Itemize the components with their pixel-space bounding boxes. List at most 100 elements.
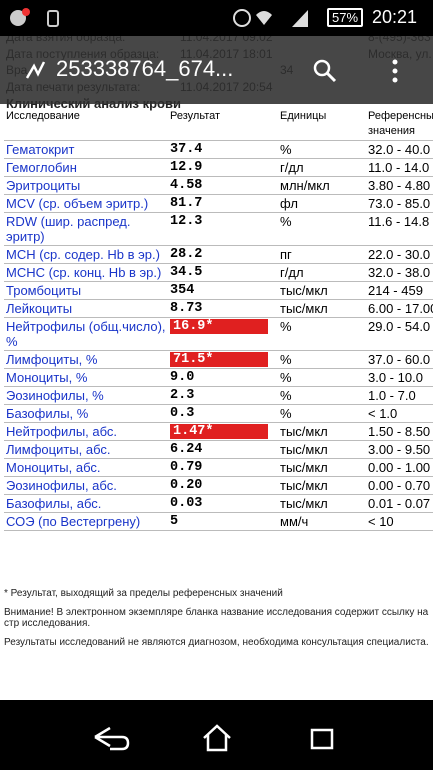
result-row: Моноциты, абс. 0.79 тыс/мкл 0.00 - 1.00 <box>4 458 433 477</box>
result: 0.03 <box>170 496 203 511</box>
test-name-link[interactable]: Эритроциты <box>4 176 168 195</box>
pdf-page: Дата взятия образца:11.04.2017 09:028-(4… <box>0 36 433 700</box>
test-name-link[interactable]: Моноциты, % <box>4 368 168 387</box>
result: 0.3 <box>170 406 195 421</box>
result-cell: 0.03 <box>168 494 278 513</box>
result-cell: 1.47* <box>168 422 278 441</box>
reference: 37.0 - 60.0 <box>366 350 433 369</box>
result-cell: 12.3 <box>168 212 278 246</box>
units: тыс/мкл <box>278 281 366 300</box>
reference: 11.6 - 14.8 <box>366 212 433 246</box>
test-name-link[interactable]: Тромбоциты <box>4 281 168 300</box>
result-row: MCHC (ср. конц. Hb в эр.) 34.5 г/дл 32.0 - … <box>4 263 433 282</box>
result-cell: 34.5 <box>168 263 278 282</box>
units: млн/мкл <box>278 176 366 195</box>
result-cell: 4.58 <box>168 176 278 195</box>
reference: 1.50 - 8.50 <box>366 422 433 441</box>
recents-button[interactable] <box>310 728 334 750</box>
units: г/дл <box>278 158 366 177</box>
units: тыс/мкл <box>278 476 366 495</box>
result: 8.73 <box>170 301 203 316</box>
menu-button[interactable] <box>390 58 400 84</box>
result-cell: 2.3 <box>168 386 278 405</box>
result: 12.3 <box>170 214 203 229</box>
reference: 6.00 - 17.00 <box>366 299 433 318</box>
units: % <box>278 404 366 423</box>
reference: 29.0 - 54.0 <box>366 317 433 351</box>
result-row: RDW (шир. распред. эритр) 12.3% 11.6 - 14.… <box>4 212 433 246</box>
result-cell: 9.0 <box>168 368 278 387</box>
column-header: Референсные значения <box>366 108 433 141</box>
column-header: Результат <box>168 108 278 141</box>
result-row: СОЭ (по Вестергрену) 5 мм/ч < 10 <box>4 512 433 531</box>
result-row: Эозинофилы, абс. 0.20 тыс/мкл 0.00 - 0.70 <box>4 476 433 495</box>
units: тыс/мкл <box>278 494 366 513</box>
units: % <box>278 368 366 387</box>
result-cell: 12.9 <box>168 158 278 177</box>
test-name-link[interactable]: Лимфоциты, абс. <box>4 440 168 459</box>
result-row: Гематокрит 37.4% 32.0 - 40.0 <box>4 140 433 159</box>
app-bar: 253338764_674... <box>0 36 433 104</box>
test-name-link[interactable]: Лимфоциты, % <box>4 350 168 369</box>
flagged-result: 1.47* <box>170 424 268 439</box>
reference: 32.0 - 38.0 <box>366 263 433 282</box>
result-row: Нейтрофилы (общ.число), % 16.9*% 29.0 - 54… <box>4 317 433 351</box>
result-cell: 0.3 <box>168 404 278 423</box>
result-row: Тромбоциты 354 тыс/мкл 214 - 459 <box>4 281 433 300</box>
reference: 3.0 - 10.0 <box>366 368 433 387</box>
result-row: Эозинофилы, % 2.3% 1.0 - 7.0 <box>4 386 433 405</box>
notification-icons <box>10 8 59 27</box>
result-row: Моноциты, % 9.0% 3.0 - 10.0 <box>4 368 433 387</box>
file-title: 253338764_674... <box>56 56 234 81</box>
result: 28.2 <box>170 247 203 262</box>
back-button[interactable] <box>94 726 130 751</box>
result: 9.0 <box>170 370 195 385</box>
test-name-link[interactable]: MCHC (ср. конц. Hb в эр.) <box>4 263 168 282</box>
reference: 22.0 - 30.0 <box>366 245 433 264</box>
test-name-link[interactable]: СОЭ (по Вестергрену) <box>4 512 168 531</box>
nav-bar <box>0 700 433 770</box>
pdf-icon <box>25 61 46 79</box>
reference: 11.0 - 14.0 <box>366 158 433 177</box>
units: % <box>278 212 366 246</box>
reference: 0.00 - 0.70 <box>366 476 433 495</box>
test-name-link[interactable]: Базофилы, абс. <box>4 494 168 513</box>
test-name-link[interactable]: Гематокрит <box>4 140 168 159</box>
test-name-link[interactable]: Эозинофилы, абс. <box>4 476 168 495</box>
test-name-link[interactable]: Базофилы, % <box>4 404 168 423</box>
result: 5 <box>170 514 179 529</box>
units: % <box>278 386 366 405</box>
result: 354 <box>170 283 195 298</box>
status-bar: 57% 20:21 <box>0 0 433 36</box>
test-name-link[interactable]: RDW (шир. распред. эритр) <box>4 212 168 246</box>
note: * Результат, выходящий за пределы рефере… <box>4 588 283 599</box>
search-button[interactable] <box>312 58 338 84</box>
reference: 32.0 - 40.0 <box>366 140 433 159</box>
test-name-link[interactable]: Эозинофилы, % <box>4 386 168 405</box>
reference: 1.0 - 7.0 <box>366 386 433 405</box>
home-button[interactable] <box>203 724 231 752</box>
clock: 20:21 <box>372 7 418 27</box>
result-row: Нейтрофилы, абс. 1.47* тыс/мкл 1.50 - 8.50 <box>4 422 433 441</box>
notes: * Результат, выходящий за пределы рефере… <box>4 588 429 648</box>
result-row: MCV (ср. объем эритр.) 81.7 фл 73.0 - 85.0 <box>4 194 433 213</box>
result: 34.5 <box>170 265 203 280</box>
column-header: Единицы <box>278 108 366 141</box>
test-name-link[interactable]: Нейтрофилы (общ.число), % <box>4 317 168 351</box>
test-name-link[interactable]: Моноциты, абс. <box>4 458 168 477</box>
flagged-result: 71.5* <box>170 352 268 367</box>
reference: 3.00 - 9.50 <box>366 440 433 459</box>
test-name-link[interactable]: Лейкоциты <box>4 299 168 318</box>
result: 0.20 <box>170 478 203 493</box>
result-cell: 28.2 <box>168 245 278 264</box>
test-name-link[interactable]: MCV (ср. объем эритр.) <box>4 194 168 213</box>
test-name-link[interactable]: Гемоглобин <box>4 158 168 177</box>
result-cell: 354 <box>168 281 278 300</box>
test-name-link[interactable]: MCH (ср. содер. Hb в эр.) <box>4 245 168 264</box>
result: 2.3 <box>170 388 195 403</box>
test-name-link[interactable]: Нейтрофилы, абс. <box>4 422 168 441</box>
result: 6.24 <box>170 442 203 457</box>
result-row: Лейкоциты 8.73 тыс/мкл 6.00 - 17.00 <box>4 299 433 318</box>
nav-buttons <box>94 724 334 752</box>
